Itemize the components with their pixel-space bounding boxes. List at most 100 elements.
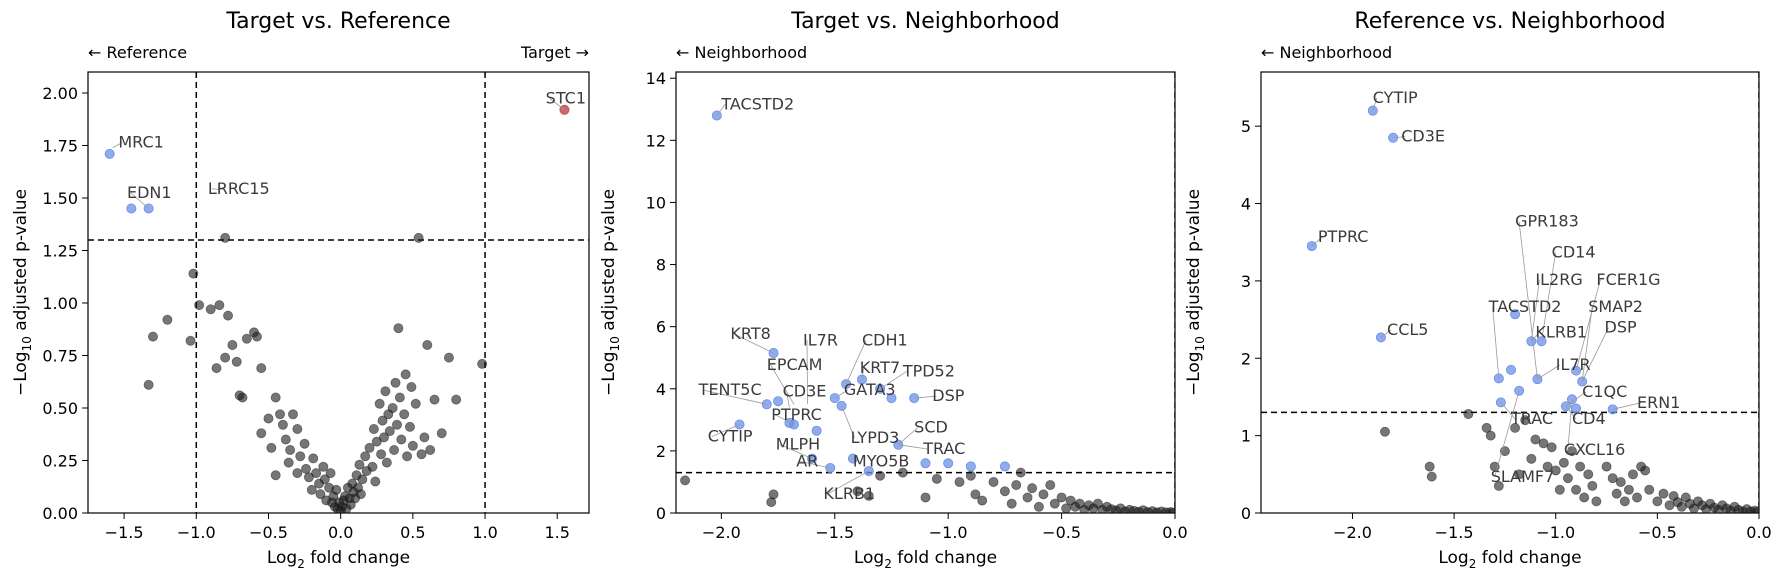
data-point-down (773, 396, 784, 407)
data-point-ns (1006, 498, 1017, 509)
x-tick-label: −2.0 (1333, 523, 1372, 542)
data-point-ns (364, 442, 375, 453)
data-point-ns (143, 379, 154, 390)
data-point-ns (360, 451, 371, 462)
data-point-ns (413, 232, 424, 243)
x-tick-label: 0.0 (1162, 523, 1187, 542)
data-point-ns (220, 232, 231, 243)
data-point-ns (1022, 492, 1033, 503)
data-point-ns (399, 409, 410, 420)
data-point-ns (270, 470, 281, 481)
data-point-ns (266, 442, 277, 453)
gene-label: TACSTD2 (720, 94, 794, 113)
data-point-ns (965, 470, 976, 481)
data-point-ns (285, 444, 296, 455)
data-point-ns (1632, 492, 1643, 503)
label-leader-line (861, 368, 865, 380)
data-point-ns (1571, 484, 1582, 495)
data-point-ns (852, 486, 863, 497)
data-point-ns (1510, 422, 1521, 433)
gene-label: CD3E (783, 382, 827, 401)
data-point-ns (308, 453, 319, 464)
data-point-ns (368, 423, 379, 434)
data-point-down (999, 461, 1010, 472)
y-tick-label: 1.50 (42, 189, 78, 208)
data-point-ns (402, 451, 413, 462)
data-point-ns (1038, 489, 1049, 500)
x-tick-label: −2.0 (702, 523, 741, 542)
data-point-ns (875, 470, 886, 481)
data-point-ns (1538, 438, 1549, 449)
gene-label: IL7R (803, 330, 838, 349)
x-tick-label: −1.5 (105, 523, 144, 542)
label-leader-line (1380, 329, 1392, 338)
data-point-ns (256, 428, 267, 439)
label-leader-line (711, 424, 740, 437)
data-point-ns (188, 268, 199, 279)
data-point-ns (275, 409, 286, 420)
y-tick-label: 4 (656, 380, 666, 399)
data-point-ns (1049, 498, 1060, 509)
gene-label: SMAP2 (1588, 297, 1643, 316)
data-point-ns (376, 449, 387, 460)
gene-label: CXCL16 (1564, 440, 1625, 459)
data-point-ns (301, 463, 312, 474)
data-point-ns (394, 392, 405, 403)
x-axis-label: Log2 fold change (1438, 548, 1581, 571)
gene-label: CD4 (1572, 409, 1606, 428)
label-leader-line (1567, 399, 1573, 451)
x-axis-label: Log2 fold change (854, 548, 997, 571)
data-point-ns (292, 468, 303, 479)
data-point-ns (223, 310, 234, 321)
data-point-down (1510, 309, 1521, 320)
data-point-ns (1542, 461, 1553, 472)
data-point-down (825, 462, 836, 473)
data-point-down (943, 458, 954, 469)
data-point-ns (406, 381, 417, 392)
data-point-ns (194, 300, 205, 311)
gene-label: CCL5 (1387, 320, 1428, 339)
gene-label: LRRC15 (208, 179, 270, 198)
label-leader-line (800, 461, 831, 469)
y-tick-label: 1.00 (42, 294, 78, 313)
gene-label: PTPRC (1318, 227, 1369, 246)
data-point-ns (1514, 469, 1525, 480)
x-tick-label: 1.5 (545, 523, 570, 542)
gene-label: IL7R (1556, 355, 1591, 374)
data-point-ns (1583, 469, 1594, 480)
data-point-ns (299, 438, 310, 449)
label-leader-line (1581, 327, 1609, 382)
direction-label-left: ← Neighborhood (676, 43, 807, 62)
label-leader-line (879, 371, 908, 390)
y-tick-label: 2.00 (42, 84, 78, 103)
y-tick-label: 4 (1241, 195, 1251, 214)
label-leader-line (716, 104, 726, 116)
y-tick-label: 6 (656, 318, 666, 337)
data-point-ns (315, 489, 326, 500)
data-point-ns (1045, 480, 1056, 491)
label-leader-line (806, 340, 808, 405)
gene-label: KLRB1 (1535, 322, 1587, 341)
data-point-ns (147, 331, 158, 342)
plot-area (88, 72, 589, 513)
data-point-ns (1562, 473, 1573, 484)
data-point-ns (1463, 408, 1474, 419)
data-point-ns (1546, 442, 1557, 453)
data-point-ns (1644, 484, 1655, 495)
data-point-ns (1530, 434, 1541, 445)
data-point-ns (390, 377, 401, 388)
data-point-ns (425, 444, 436, 455)
y-axis-label: −Log10 adjusted p-value (599, 189, 622, 396)
x-tick-label: −1.5 (815, 523, 854, 542)
data-point-ns (1033, 501, 1044, 512)
label-leader-line (841, 405, 856, 439)
data-point-ns (331, 484, 342, 495)
data-point-ns (1011, 480, 1022, 491)
data-point-ns (355, 489, 366, 500)
y-tick-label: 5 (1241, 117, 1251, 136)
label-leader-line (852, 458, 858, 462)
data-point-ns (396, 434, 407, 445)
data-point-ns (214, 300, 225, 311)
gene-label: TACSTD2 (1488, 297, 1562, 316)
gene-label: ERN1 (1637, 393, 1680, 412)
